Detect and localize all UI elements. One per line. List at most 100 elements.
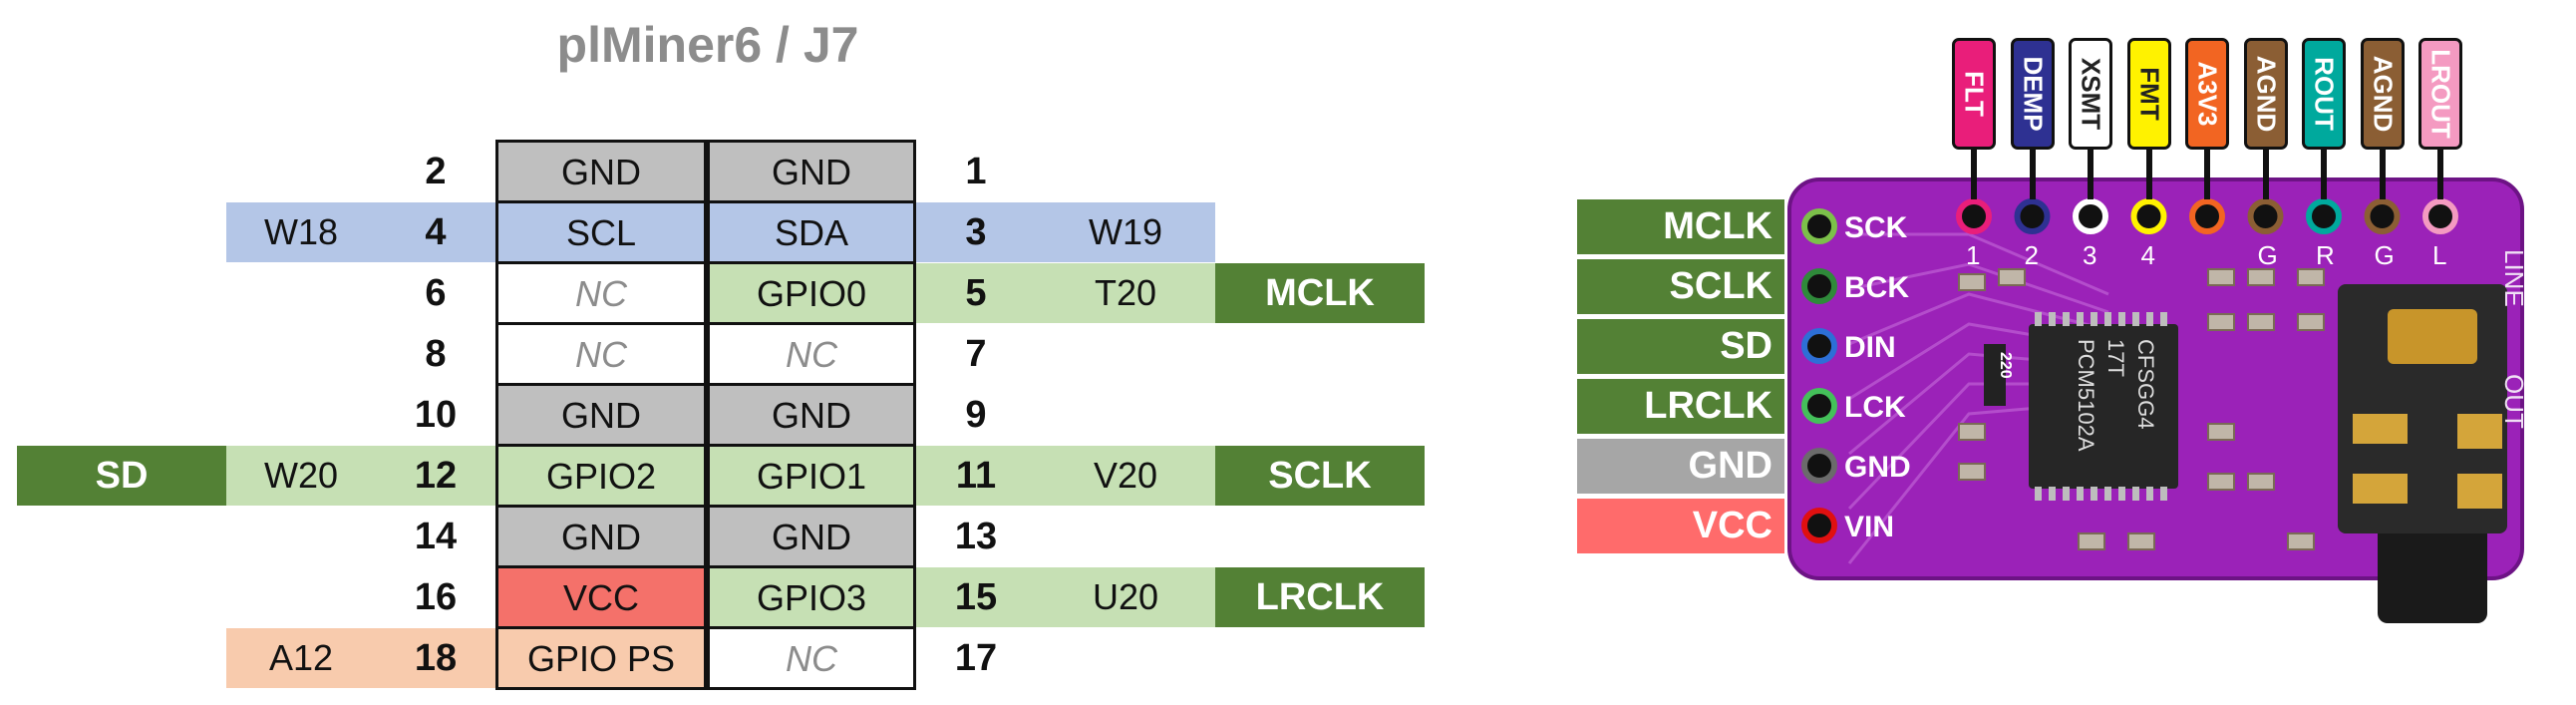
- smd-component: [2078, 532, 2105, 550]
- top-pin-pad: [2073, 198, 2108, 234]
- top-pin-label: FLT: [1952, 38, 1996, 150]
- top-pin-label: AGND: [2360, 38, 2405, 150]
- chip-pin: [2035, 487, 2042, 501]
- resistor: [1984, 344, 2006, 406]
- right-package-pin: [1036, 385, 1215, 445]
- top-pin-silk: 2: [2025, 240, 2039, 270]
- top-pin-label-text: FLT: [1959, 71, 1990, 117]
- chip-pin: [2132, 487, 2139, 501]
- top-pin-pad: [2130, 198, 2167, 234]
- left-pin-function: GND: [495, 140, 707, 203]
- pin-header-stem: [2029, 150, 2036, 199]
- right-pin-number: 9: [965, 394, 987, 436]
- left-pin-silk: DIN: [1844, 331, 1896, 364]
- left-pin-number: 6: [425, 272, 447, 314]
- top-pin-pad: [2014, 198, 2051, 234]
- top-pin-silk: 1: [1966, 240, 1980, 270]
- chip-pin: [2118, 312, 2125, 326]
- left-pin-function: NC: [495, 261, 707, 325]
- top-pin-label: XSMT: [2069, 38, 2112, 150]
- top-pin-silk: L: [2432, 240, 2446, 270]
- top-pin-silk: 4: [2141, 240, 2155, 270]
- left-pin-number: 10: [414, 394, 458, 436]
- top-pin-label-text: AGND: [2251, 55, 2281, 133]
- left-package-pin: W18: [226, 202, 376, 262]
- chip-pin: [2118, 487, 2125, 501]
- left-pin-number: 2: [425, 151, 447, 192]
- right-pin-function: GND: [707, 505, 916, 568]
- right-package-pin: V20: [1036, 446, 1215, 506]
- pin-header-stem: [1971, 150, 1977, 199]
- jack-tab: [2457, 474, 2502, 509]
- chip-pin: [2035, 312, 2042, 326]
- top-pin-pad: [2189, 198, 2225, 234]
- pin-header-stem: [2379, 150, 2386, 199]
- top-pin-label-text: XSMT: [2076, 57, 2106, 131]
- top-pin-label-text: A3V3: [2192, 61, 2223, 127]
- left-pin-pad: [1801, 208, 1837, 244]
- chip-marking: PCM5102A: [2074, 339, 2098, 452]
- top-pin-label: AGND: [2243, 38, 2288, 150]
- board-signal-label: VCC: [1577, 499, 1784, 553]
- smd-component: [1958, 463, 1986, 481]
- left-package-pin: [226, 385, 376, 445]
- dac-chip: [2029, 324, 2178, 489]
- top-pin-silk: G: [2258, 240, 2278, 270]
- right-package-pin: U20: [1036, 567, 1215, 627]
- left-pin-number: 8: [425, 333, 447, 375]
- chip-pin: [2160, 312, 2167, 326]
- left-pin-number: 18: [376, 628, 495, 688]
- smd-component: [2287, 532, 2315, 550]
- left-pin-function: GND: [495, 383, 707, 447]
- right-package-pin: [1036, 507, 1215, 566]
- right-pin-function: GPIO3: [707, 565, 916, 629]
- right-pin-function: NC: [707, 626, 916, 690]
- right-package-pin: T20: [1036, 263, 1215, 323]
- jack-tab: [2353, 474, 2408, 504]
- left-signal-label: SD: [17, 446, 226, 506]
- silkscreen-text: OUT: [2499, 374, 2529, 429]
- right-pin-number: 15: [916, 567, 1036, 627]
- right-pin-function: GPIO0: [707, 261, 916, 325]
- top-pin-pad: [2422, 198, 2458, 234]
- pin-header-stem: [2437, 150, 2443, 199]
- smd-component: [1958, 423, 1986, 441]
- right-package-pin: [1036, 628, 1215, 688]
- left-package-pin: A12: [226, 628, 376, 688]
- right-pin-function: GPIO1: [707, 444, 916, 508]
- pin-header-stem: [2088, 150, 2093, 199]
- chip-pin: [2091, 487, 2097, 501]
- smd-component: [2207, 473, 2235, 491]
- top-pin-silk: R: [2316, 240, 2335, 270]
- pin-header-stem: [2262, 150, 2269, 199]
- right-pin-number: 17: [954, 637, 998, 679]
- silkscreen-text: LINE: [2499, 249, 2529, 307]
- top-pin-label: A3V3: [2185, 38, 2229, 150]
- jack-tab: [2353, 414, 2408, 444]
- left-pin-function: VCC: [495, 565, 707, 629]
- left-pin-silk: GND: [1844, 451, 1911, 484]
- pcb-trace: [1848, 262, 2109, 314]
- top-pin-pad: [1956, 198, 1992, 234]
- right-package-pin: W19: [1036, 202, 1215, 262]
- left-pin-number: 14: [414, 516, 458, 557]
- right-package-pin: [1036, 324, 1215, 384]
- chip-pin: [2063, 487, 2070, 501]
- left-package-pin: [226, 324, 376, 384]
- top-pin-silk: 3: [2083, 240, 2096, 270]
- chip-pin: [2104, 312, 2111, 326]
- board-signal-label: MCLK: [1577, 199, 1784, 254]
- left-pin-pad: [1801, 388, 1837, 424]
- top-pin-label-text: ROUT: [2309, 57, 2340, 131]
- right-pin-function: GND: [707, 140, 916, 203]
- board-signal-label: SCLK: [1577, 259, 1784, 314]
- pin-header-stem: [2321, 150, 2327, 199]
- left-pin-pad: [1801, 268, 1837, 304]
- smd-component: [2247, 473, 2275, 491]
- jack-tab: [2457, 414, 2502, 449]
- pcb-trace: [1848, 292, 2109, 346]
- chip-pin: [2077, 312, 2084, 326]
- right-pin-number: 11: [916, 446, 1036, 506]
- smd-component: [2127, 532, 2155, 550]
- smd-component: [2297, 268, 2325, 286]
